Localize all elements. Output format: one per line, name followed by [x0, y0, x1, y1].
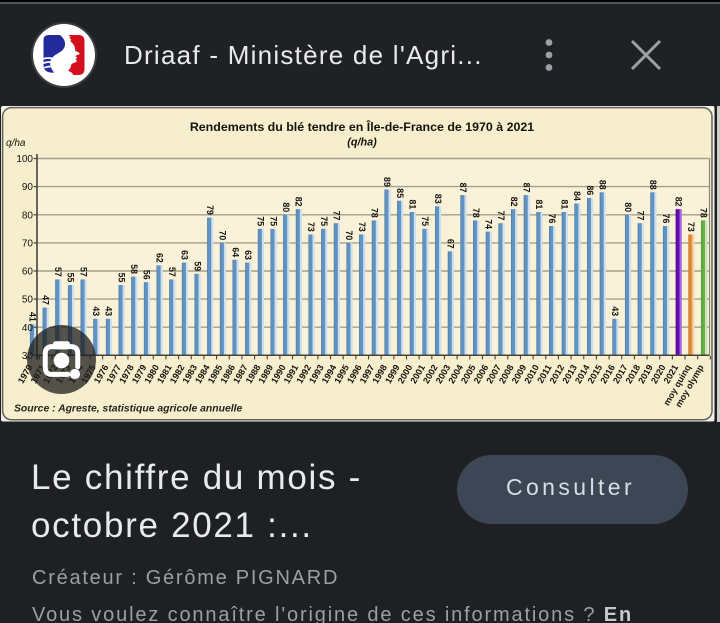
svg-text:Source : Agreste, statistique: Source : Agreste, statistique agricole a…	[14, 404, 242, 415]
svg-text:73: 73	[306, 222, 316, 232]
svg-text:60: 60	[22, 267, 34, 278]
svg-text:82: 82	[509, 197, 519, 207]
svg-text:64: 64	[230, 247, 240, 257]
svg-text:47: 47	[40, 295, 50, 305]
svg-text:56: 56	[142, 270, 152, 280]
svg-text:75: 75	[420, 216, 430, 226]
svg-text:77: 77	[332, 211, 342, 221]
svg-text:84: 84	[572, 191, 582, 201]
svg-text:79: 79	[205, 205, 215, 215]
svg-text:74: 74	[484, 219, 494, 229]
svg-text:Rendements du blé tendre en Îl: Rendements du blé tendre en Île-de-Franc…	[190, 119, 534, 134]
svg-text:70: 70	[218, 230, 228, 240]
svg-text:(q/ha): (q/ha)	[347, 137, 377, 149]
svg-text:90: 90	[22, 182, 34, 193]
svg-text:77: 77	[635, 211, 645, 221]
svg-text:80: 80	[281, 202, 291, 212]
svg-text:70: 70	[22, 239, 34, 250]
svg-text:75: 75	[319, 216, 329, 226]
svg-text:58: 58	[129, 264, 139, 274]
svg-text:76: 76	[547, 214, 557, 224]
svg-text:73: 73	[357, 222, 367, 232]
svg-text:75: 75	[256, 216, 266, 226]
svg-text:85: 85	[395, 188, 405, 198]
svg-text:70: 70	[344, 230, 354, 240]
svg-text:100: 100	[16, 154, 33, 165]
svg-text:43: 43	[91, 306, 101, 316]
svg-text:43: 43	[610, 306, 620, 316]
svg-text:80: 80	[623, 202, 633, 212]
svg-text:81: 81	[534, 200, 544, 210]
svg-text:50: 50	[22, 295, 34, 306]
svg-text:40: 40	[22, 323, 34, 334]
svg-text:78: 78	[699, 208, 709, 218]
svg-text:82: 82	[673, 197, 683, 207]
svg-text:76: 76	[661, 214, 671, 224]
svg-text:57: 57	[78, 267, 88, 277]
svg-text:77: 77	[496, 211, 506, 221]
svg-text:82: 82	[294, 197, 304, 207]
svg-text:55: 55	[116, 273, 126, 283]
svg-text:62: 62	[154, 253, 164, 263]
svg-text:83: 83	[433, 194, 443, 204]
svg-text:88: 88	[648, 180, 658, 190]
svg-text:41: 41	[28, 312, 38, 322]
svg-text:86: 86	[585, 185, 595, 195]
svg-text:75: 75	[268, 216, 278, 226]
svg-text:78: 78	[370, 208, 380, 218]
svg-text:81: 81	[559, 200, 569, 210]
svg-text:59: 59	[192, 261, 202, 271]
svg-text:87: 87	[458, 183, 468, 193]
svg-text:73: 73	[686, 222, 696, 232]
svg-text:43: 43	[104, 306, 114, 316]
svg-text:63: 63	[180, 250, 190, 260]
svg-text:78: 78	[471, 208, 481, 218]
svg-text:88: 88	[597, 180, 607, 190]
svg-text:80: 80	[22, 210, 34, 221]
svg-text:57: 57	[53, 267, 63, 277]
svg-text:63: 63	[243, 250, 253, 260]
svg-text:81: 81	[408, 200, 418, 210]
svg-text:87: 87	[521, 183, 531, 193]
svg-text:89: 89	[382, 177, 392, 187]
svg-text:57: 57	[167, 267, 177, 277]
svg-text:55: 55	[66, 273, 76, 283]
svg-text:q/ha: q/ha	[6, 138, 26, 149]
svg-text:67: 67	[446, 239, 456, 249]
